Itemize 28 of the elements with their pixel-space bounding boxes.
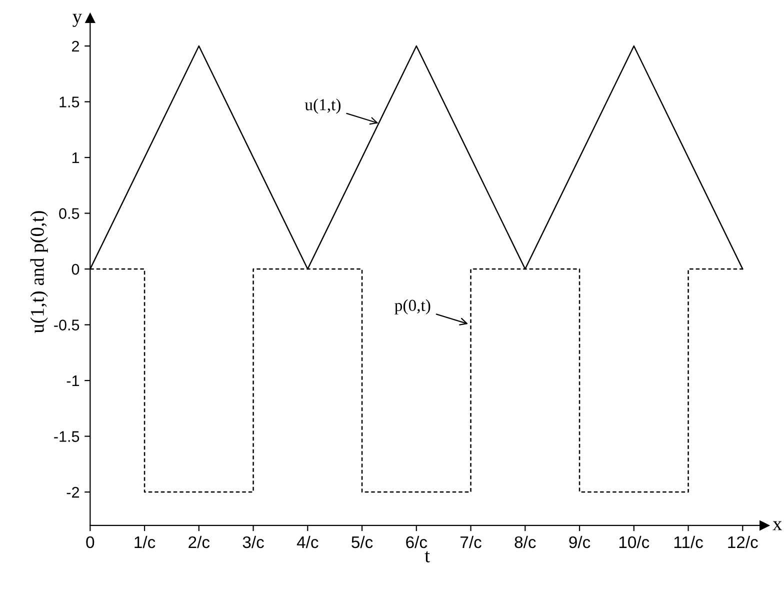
x-tick-label: 10/c bbox=[619, 536, 650, 548]
y-tick-label: -0.5 bbox=[54, 320, 80, 330]
x-tick-label: 8/c bbox=[514, 536, 536, 548]
x-axis-title: t bbox=[424, 551, 430, 562]
x-tick-label: 0 bbox=[86, 536, 94, 548]
text: y bbox=[72, 14, 82, 27]
x-tick-label: 11/c bbox=[674, 536, 703, 548]
x-tick-label: 5/c bbox=[352, 536, 373, 548]
x-tick-label: 4/c bbox=[296, 536, 318, 548]
x-tick-label: 12/c bbox=[728, 536, 758, 548]
x-tick-label: 3/c bbox=[242, 536, 264, 548]
y-tick-label: 0 bbox=[72, 264, 80, 275]
y-tick-label: -1.5 bbox=[54, 431, 80, 442]
x-tick-label: 9/c bbox=[569, 536, 590, 548]
y-tick-label: 1.5 bbox=[60, 96, 80, 108]
text: x bbox=[772, 521, 782, 530]
y-tick-label: -2 bbox=[66, 486, 79, 498]
annotation: u(1,t) bbox=[304, 98, 341, 114]
y-axis-title: u(1,t) and p(0,t) bbox=[30, 211, 48, 334]
y-tick-label: -1 bbox=[66, 376, 79, 386]
x-tick-label: 1/c bbox=[134, 536, 156, 548]
y-tick-label: 1 bbox=[72, 152, 79, 164]
x-tick-label: 6/c bbox=[406, 536, 428, 548]
y-tick-label: 0.5 bbox=[59, 208, 80, 219]
y-tick-label: 2 bbox=[72, 40, 79, 52]
x-tick-label: 2/c bbox=[188, 536, 210, 548]
x-tick-label: 7/c bbox=[460, 536, 482, 548]
annotation: p(0,t) bbox=[394, 299, 430, 314]
